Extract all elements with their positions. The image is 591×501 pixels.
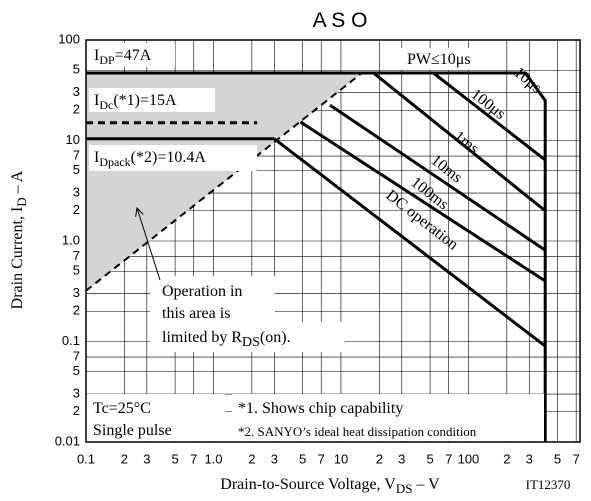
limit-line (86, 71, 547, 442)
y-tick-label: 100 (58, 31, 80, 46)
x-tick-label: 7 (573, 451, 580, 466)
condition: Single pulse (93, 422, 172, 439)
y-tick-label: 5 (73, 363, 80, 378)
y-tick-label: 2 (73, 303, 80, 318)
y-tick-label: 5 (73, 62, 80, 77)
note: *1. Shows chip capability (238, 400, 403, 417)
x-tick-label: 2 (503, 451, 510, 466)
idc-label: IDc(*1)=15A (94, 92, 177, 112)
y-tick-label: 10 (66, 132, 80, 147)
y-tick-label: 3 (73, 84, 80, 99)
pw-label: PW≤10μs (407, 51, 471, 68)
curve-label: 1ms (451, 128, 482, 158)
idp-label: IDP=47A (94, 47, 152, 67)
figure-code: IT12370 (526, 477, 571, 492)
x-tick-label: 7 (190, 451, 197, 466)
label-box (87, 394, 225, 441)
x-tick-label: 2 (248, 451, 255, 466)
note: *2. SANYO’s ideal heat dissipation condi… (238, 424, 477, 439)
arrow (137, 208, 161, 281)
y-tick-label: 7 (73, 349, 80, 364)
x-axis-label: Drain-to-Source Voltage, VDS – V (220, 476, 440, 496)
chart-title: A S O (313, 9, 368, 32)
x-tick-label: 10 (334, 451, 348, 466)
y-tick-label: 5 (73, 162, 80, 177)
y-tick-label: 2 (73, 403, 80, 418)
label-box (150, 276, 275, 324)
y-tick-label: 1.0 (62, 232, 80, 247)
x-tick-label: 2 (121, 451, 128, 466)
x-tick-label: 100 (458, 451, 480, 466)
limit-line (299, 120, 547, 283)
ron-note: this area is (162, 305, 230, 322)
limit-line (432, 71, 547, 162)
y-tick-label: 7 (73, 148, 80, 163)
y-tick-label: 2 (73, 102, 80, 117)
ron-note: limited by RDS(on). (162, 329, 291, 350)
x-tick-label: 5 (171, 451, 178, 466)
y-tick-label: 2 (73, 202, 80, 217)
x-tick-label: 5 (299, 451, 306, 466)
label-box (89, 43, 175, 67)
x-tick-label: 0.1 (77, 451, 95, 466)
x-tick-label: 5 (426, 451, 433, 466)
x-tick-label: 3 (526, 451, 533, 466)
limit-line (85, 72, 363, 292)
y-axis-label: Drain Current, ID – A (9, 170, 29, 309)
x-tick-label: 3 (143, 451, 150, 466)
label-box (89, 145, 257, 171)
label-box (232, 394, 544, 441)
label-box (150, 322, 345, 352)
curve-label: 10ms (428, 152, 466, 187)
x-tick-label: 5 (554, 451, 561, 466)
x-tick-label: 7 (445, 451, 452, 466)
label-box (89, 88, 215, 112)
annotations: IDP=47A IDc(*1)=15A IDpack(*2)=10.4A PW≤… (87, 43, 545, 441)
limit-line (329, 103, 547, 252)
x-tick-label: 1.0 (204, 451, 222, 466)
limit-line (372, 71, 547, 212)
y-tick-label: 0.01 (55, 433, 80, 448)
y-tick-label: 3 (73, 184, 80, 199)
plot-frame (85, 39, 581, 443)
y-tick-label: 7 (73, 248, 80, 263)
y-tick-label: 3 (73, 385, 80, 400)
idpack-label: IDpack(*2)=10.4A (94, 149, 206, 169)
y-tick-label: 3 (73, 285, 80, 300)
label-box (400, 48, 500, 70)
x-tick-label: 2 (376, 451, 383, 466)
x-tick-label: 7 (318, 451, 325, 466)
y-tick-label: 5 (73, 263, 80, 278)
x-tick-label: 3 (398, 451, 405, 466)
ron-note: Operation in (162, 283, 242, 300)
y-tick-label: 0.1 (62, 333, 80, 348)
limit-line (273, 137, 547, 348)
condition: Tc=25°C (93, 400, 151, 417)
x-tick-label: 3 (271, 451, 278, 466)
